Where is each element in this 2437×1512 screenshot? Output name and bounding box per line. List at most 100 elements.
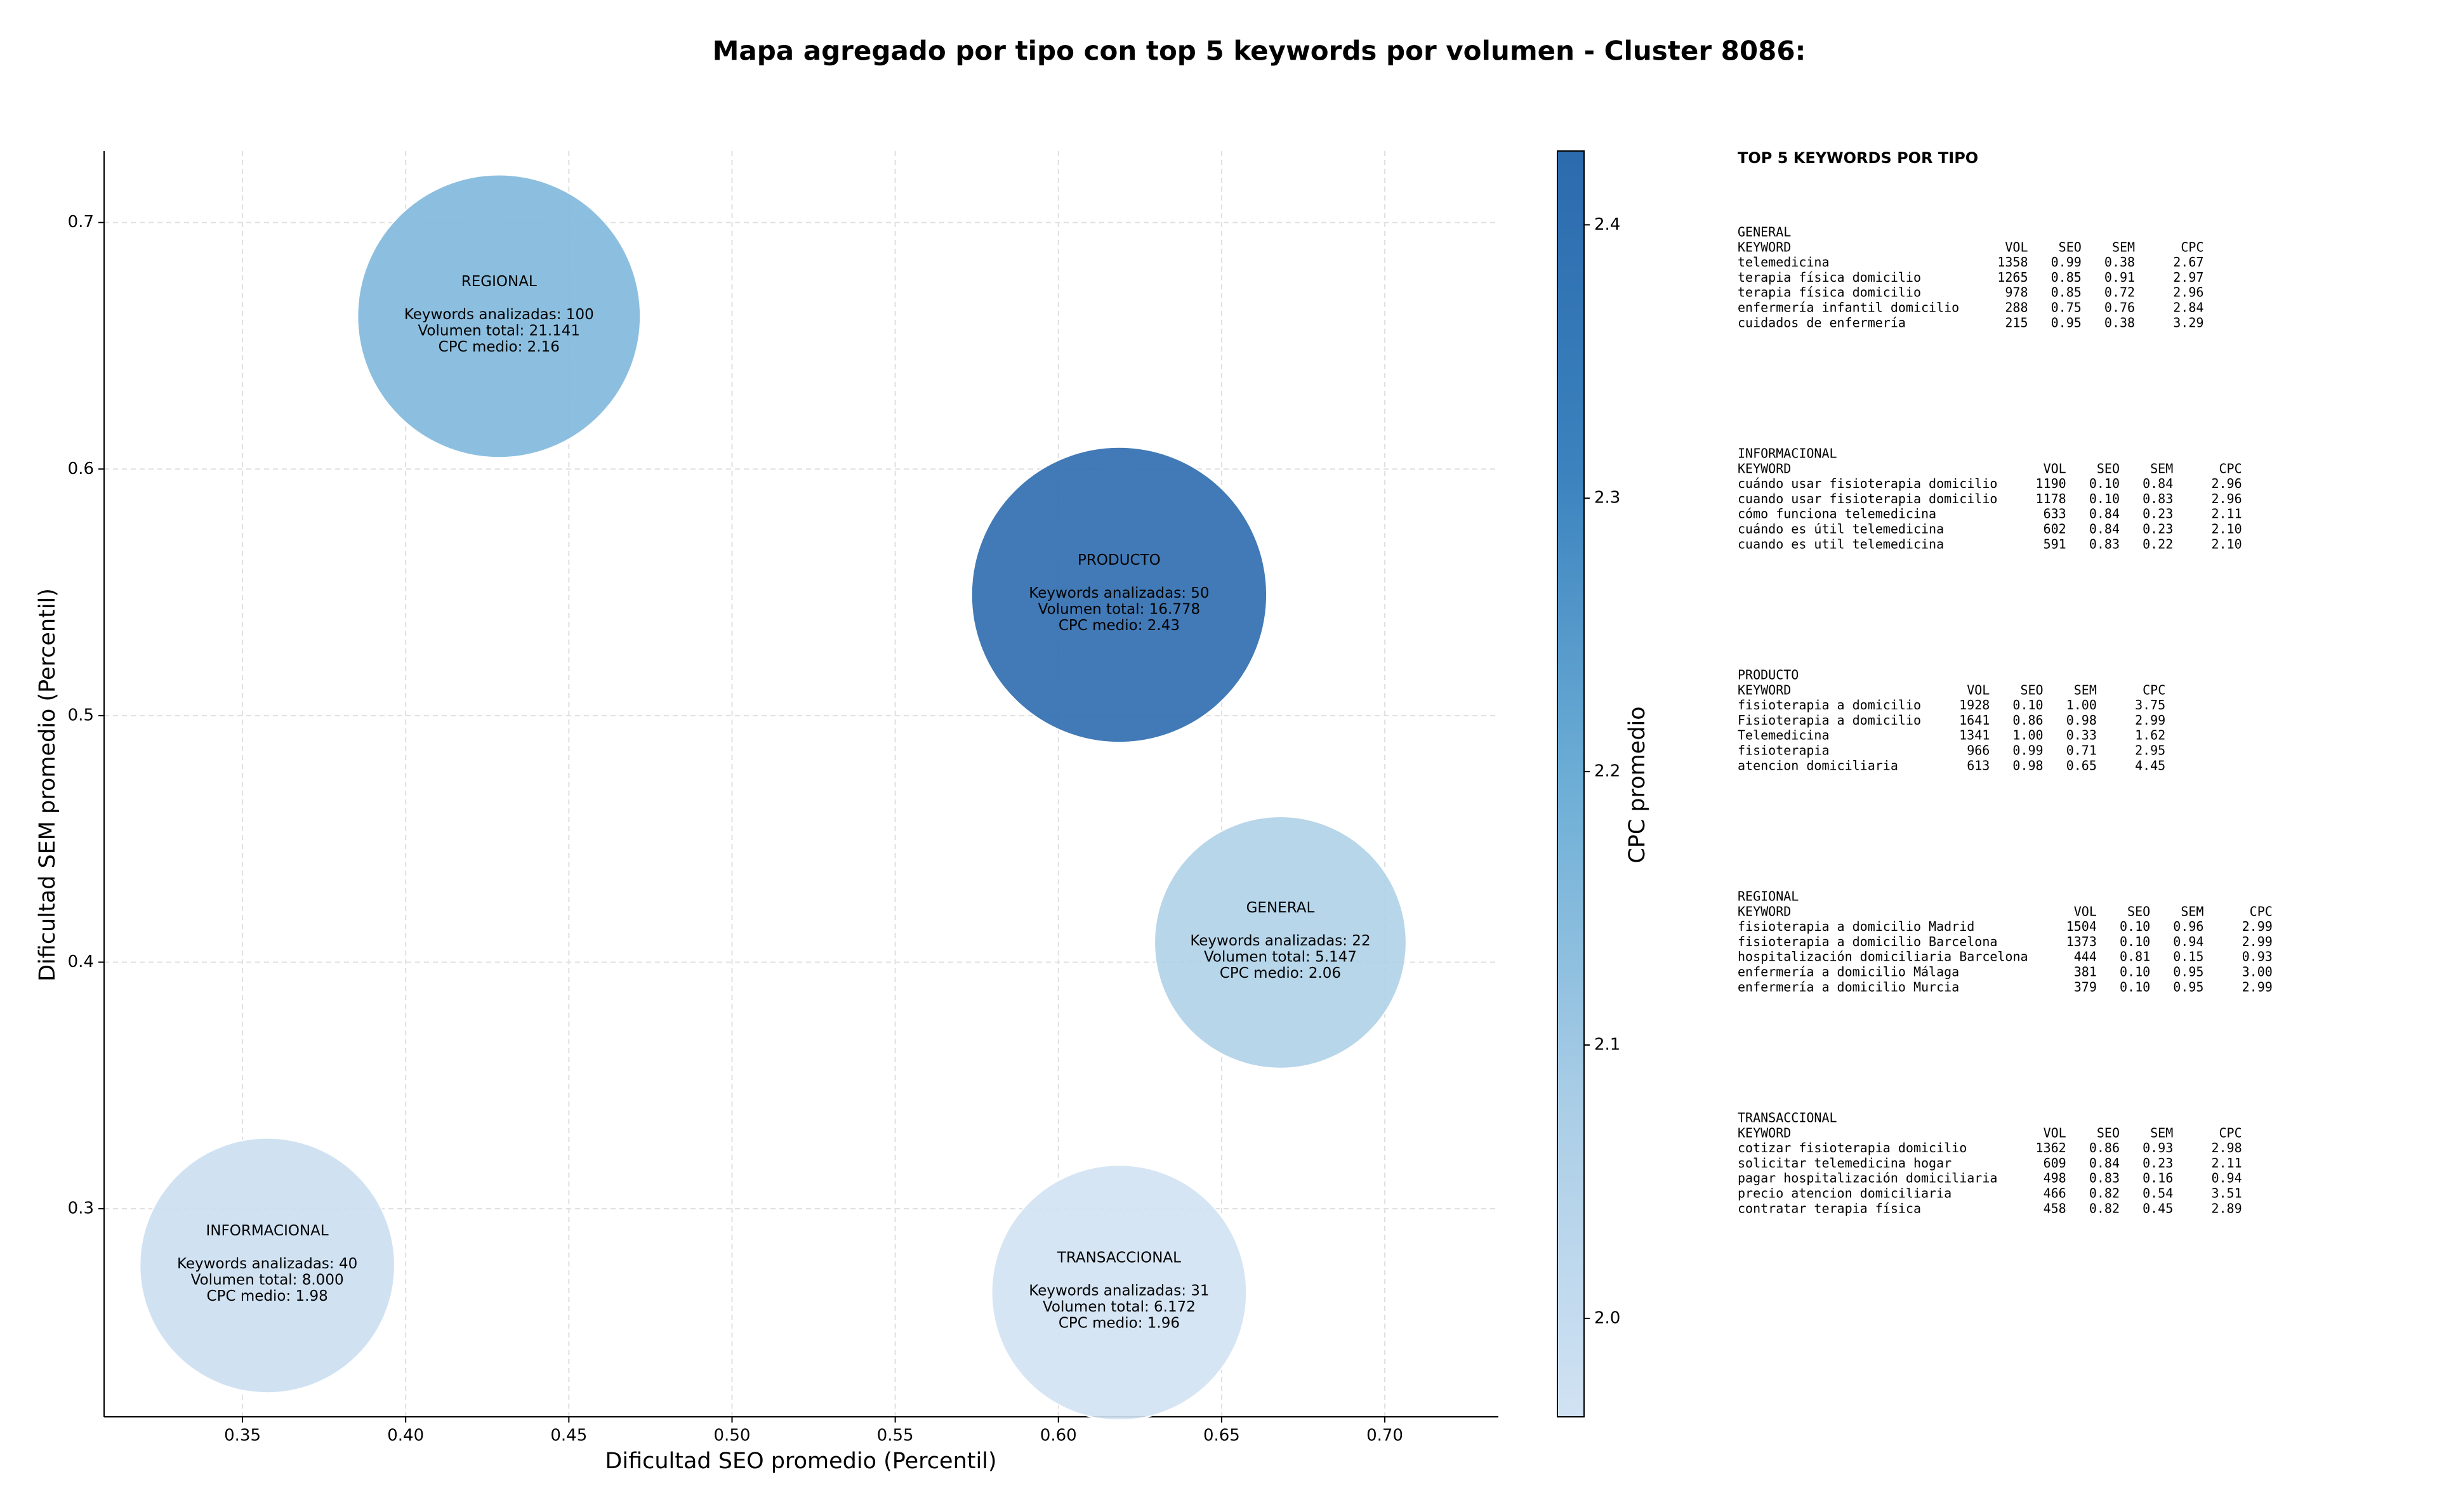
- bubble: [970, 446, 1268, 744]
- table-cell: 0.45: [2143, 1200, 2173, 1216]
- column-header: VOL: [2074, 904, 2097, 919]
- table-cell: 1178: [2036, 491, 2066, 506]
- table-cell: cuándo usar fisioterapia domicilio: [1738, 476, 1997, 491]
- bubble-detail: Volumen total: 21.141: [418, 322, 580, 339]
- table-cell: 0.84: [2089, 506, 2120, 522]
- column-header: VOL: [2044, 1125, 2066, 1140]
- table-cell: 591: [2044, 536, 2066, 551]
- colorbar-tick-label: 2.2: [1594, 762, 1620, 781]
- bubble-name: INFORMACIONAL: [206, 1223, 329, 1239]
- column-header: SEM: [2112, 239, 2135, 254]
- column-header: SEM: [2150, 461, 2173, 476]
- table-cell: 0.10: [2089, 491, 2120, 506]
- table-cell: 2.99: [2242, 919, 2273, 934]
- table-cell: 2.96: [2211, 491, 2242, 506]
- table-cell: 2.10: [2211, 536, 2242, 551]
- bubble-name: PRODUCTO: [1078, 552, 1161, 569]
- table-cell: 379: [2074, 979, 2097, 994]
- bubble-detail: Keywords analizadas: 50: [1029, 585, 1209, 602]
- bubble-detail: Volumen total: 8.000: [191, 1272, 344, 1288]
- table-cell: 0.23: [2143, 1155, 2173, 1171]
- table-cell: 2.99: [2242, 979, 2273, 994]
- column-header: KEYWORD: [1738, 682, 1791, 697]
- table-cell: 0.23: [2143, 522, 2173, 537]
- bubble-detail: CPC medio: 1.98: [207, 1288, 328, 1305]
- colorbar-tick-label: 2.3: [1594, 489, 1620, 508]
- table-cell: 0.10: [2120, 979, 2150, 994]
- column-header: VOL: [1967, 682, 1990, 697]
- column-header: SEO: [2127, 904, 2150, 919]
- y-axis-label: Dificultad SEM promedio (Percentil): [35, 588, 60, 982]
- table-cell: fisioterapia a domicilio Madrid: [1738, 919, 1974, 934]
- bubble-detail: Keywords analizadas: 100: [404, 306, 594, 323]
- colorbar-tick-label: 2.1: [1594, 1035, 1620, 1054]
- table-cell: 0.75: [2051, 300, 2082, 315]
- table-cell: 2.96: [2173, 285, 2203, 300]
- table-cell: fisioterapia a domicilio: [1738, 697, 1921, 713]
- x-tick-label: 0.60: [1040, 1426, 1077, 1445]
- table-name: GENERAL: [1738, 225, 1791, 240]
- table-cell: cuidados de enfermería: [1738, 315, 1906, 330]
- table-cell: enfermería a domicilio Murcia: [1738, 979, 1959, 994]
- table-cell: 0.93: [2242, 949, 2273, 964]
- table-cell: 1.00: [2012, 728, 2043, 743]
- table-cell: 2.11: [2211, 1155, 2242, 1171]
- table-cell: 0.84: [2143, 476, 2173, 491]
- table-cell: cuando usar fisioterapia domicilio: [1738, 491, 1997, 506]
- table-cell: 2.96: [2211, 476, 2242, 491]
- table-name: REGIONAL: [1738, 889, 1799, 904]
- column-header: CPC: [2250, 904, 2273, 919]
- table-cell: 1362: [2036, 1140, 2066, 1155]
- bubble-name: REGIONAL: [461, 273, 537, 290]
- table-cell: cuando es util telemedicina: [1738, 536, 1944, 551]
- table-cell: 0.84: [2089, 522, 2120, 537]
- bubble: [1154, 815, 1407, 1069]
- table-cell: 0.38: [2104, 315, 2135, 330]
- table-cell: 215: [2005, 315, 2028, 330]
- table-cell: 0.10: [2120, 934, 2150, 949]
- table-cell: terapia física domicilio: [1738, 270, 1921, 285]
- table-cell: 2.95: [2135, 743, 2165, 758]
- table-cell: telemedicina: [1738, 254, 1830, 270]
- table-cell: 1.00: [2066, 697, 2097, 713]
- table-cell: 0.83: [2089, 1171, 2120, 1186]
- table-cell: Telemedicina: [1738, 728, 1830, 743]
- table-cell: 0.85: [2051, 285, 2082, 300]
- table-cell: 0.54: [2143, 1186, 2173, 1201]
- table-cell: 498: [2044, 1171, 2066, 1186]
- bubble: [357, 174, 642, 459]
- x-tick-label: 0.65: [1203, 1426, 1240, 1445]
- table-cell: 0.65: [2066, 758, 2097, 773]
- table-cell: 0.96: [2173, 919, 2203, 934]
- table-cell: hospitalización domiciliaria Barcelona: [1738, 949, 2028, 964]
- table-cell: 2.99: [2135, 713, 2165, 728]
- bubble-detail: CPC medio: 2.16: [439, 339, 560, 355]
- table-cell: 633: [2044, 506, 2066, 522]
- column-header: SEO: [2097, 1125, 2120, 1140]
- colorbar: [1557, 150, 1585, 1417]
- column-header: CPC: [2143, 682, 2165, 697]
- bubble-detail: CPC medio: 2.06: [1220, 965, 1341, 982]
- y-tick-label: 0.7: [68, 213, 94, 232]
- table-cell: 0.95: [2173, 964, 2203, 980]
- panel-title: TOP 5 KEYWORDS POR TIPO: [1738, 149, 1978, 167]
- column-header: CPC: [2219, 1125, 2242, 1140]
- table-cell: 2.89: [2211, 1200, 2242, 1216]
- colorbar-tick-label: 2.4: [1594, 215, 1620, 234]
- bubble-detail: Keywords analizadas: 40: [177, 1256, 357, 1272]
- column-header: KEYWORD: [1738, 461, 1791, 476]
- chart-title: Mapa agregado por tipo con top 5 keyword…: [713, 36, 1806, 67]
- table-cell: 2.99: [2242, 934, 2273, 949]
- bubble-detail: Volumen total: 6.172: [1043, 1299, 1196, 1315]
- table-cell: 0.16: [2143, 1171, 2173, 1186]
- table-cell: 1373: [2066, 934, 2097, 949]
- column-header: VOL: [2044, 461, 2066, 476]
- bubble-name: TRANSACCIONAL: [1057, 1250, 1181, 1266]
- table-cell: 1.62: [2135, 728, 2165, 743]
- table-cell: 0.83: [2143, 491, 2173, 506]
- x-axis-label: Dificultad SEO promedio (Percentil): [605, 1449, 996, 1474]
- table-cell: 0.38: [2104, 254, 2135, 270]
- table-cell: 2.97: [2173, 270, 2203, 285]
- table-cell: 2.84: [2173, 300, 2203, 315]
